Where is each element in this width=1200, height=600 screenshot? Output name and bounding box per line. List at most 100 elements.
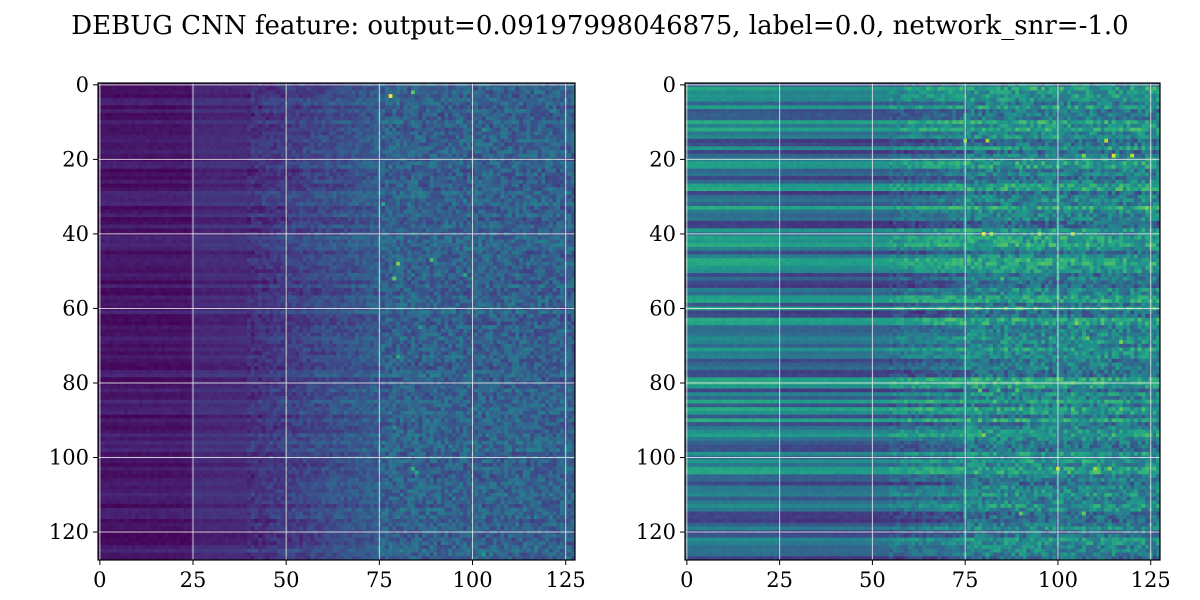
heatmap-cell: [161, 169, 165, 173]
heatmap-cell: [258, 117, 262, 121]
heatmap-cell: [255, 139, 259, 143]
heatmap-cell: [452, 143, 456, 147]
heatmap-cell: [411, 146, 415, 150]
heatmap-cell: [299, 161, 303, 165]
heatmap-cell: [538, 184, 542, 188]
heatmap-cell: [318, 131, 322, 135]
heatmap-cell: [482, 139, 486, 143]
heatmap-cell: [411, 113, 415, 117]
heatmap-cell: [255, 135, 259, 139]
heatmap-cell: [486, 94, 490, 98]
heatmap-cell: [225, 184, 229, 188]
heatmap-cell: [340, 124, 344, 128]
heatmap-cell: [348, 124, 352, 128]
heatmap-cell: [221, 169, 225, 173]
heatmap-cell: [310, 87, 314, 91]
heatmap-cell: [478, 120, 482, 124]
heatmap-cell: [482, 184, 486, 188]
heatmap-cell: [527, 172, 531, 176]
heatmap-cell: [266, 120, 270, 124]
heatmap-cell: [333, 176, 337, 180]
heatmap-cell: [281, 165, 285, 169]
heatmap-cell: [232, 161, 236, 165]
heatmap-cell: [549, 128, 553, 132]
heatmap-cell: [337, 105, 341, 109]
heatmap-cell: [199, 172, 203, 176]
heatmap-cell: [497, 124, 501, 128]
heatmap-cell: [325, 161, 329, 165]
heatmap-cell: [165, 139, 169, 143]
heatmap-cell: [370, 172, 374, 176]
heatmap-cell: [135, 117, 139, 121]
heatmap-cell: [158, 139, 162, 143]
heatmap-cell: [392, 98, 396, 102]
heatmap-cell: [418, 98, 422, 102]
heatmap-cell: [154, 113, 158, 117]
heatmap-cell: [530, 172, 534, 176]
heatmap-cell: [128, 135, 132, 139]
heatmap-cell: [240, 102, 244, 106]
heatmap-cell: [493, 161, 497, 165]
heatmap-cell: [135, 139, 139, 143]
heatmap-cell: [232, 87, 236, 91]
heatmap-cell: [169, 87, 173, 91]
heatmap-cell: [105, 169, 109, 173]
heatmap-cell: [344, 109, 348, 113]
heatmap-cell: [325, 146, 329, 150]
heatmap-cell: [269, 184, 273, 188]
heatmap-cell: [240, 172, 244, 176]
heatmap-cell: [180, 109, 184, 113]
heatmap-cell: [493, 146, 497, 150]
heatmap-cell: [139, 165, 143, 169]
heatmap-cell: [299, 117, 303, 121]
heatmap-cell: [489, 150, 493, 154]
heatmap-cell: [132, 109, 136, 113]
heatmap-cell: [478, 169, 482, 173]
heatmap-cell: [303, 184, 307, 188]
heatmap-cell: [214, 113, 218, 117]
heatmap-cell: [292, 169, 296, 173]
heatmap-cell: [474, 146, 478, 150]
heatmap-cell: [418, 94, 422, 98]
heatmap-cell: [396, 139, 400, 143]
heatmap-cell: [329, 143, 333, 147]
heatmap-cell: [527, 184, 531, 188]
heatmap-cell: [545, 165, 549, 169]
heatmap-cell: [318, 98, 322, 102]
heatmap-cell: [135, 150, 139, 154]
heatmap-cell: [389, 113, 393, 117]
heatmap-cell: [337, 165, 341, 169]
heatmap-cell: [180, 143, 184, 147]
heatmap-cell: [366, 184, 370, 188]
heatmap-cell: [128, 172, 132, 176]
heatmap-cell: [467, 90, 471, 94]
heatmap-cell: [262, 102, 266, 106]
heatmap-cell: [389, 98, 393, 102]
heatmap-cell: [314, 176, 318, 180]
heatmap-cell: [143, 87, 147, 91]
heatmap-cell: [173, 165, 177, 169]
heatmap-cell: [310, 124, 314, 128]
heatmap-cell: [105, 109, 109, 113]
heatmap-cell: [534, 105, 538, 109]
heatmap-cell: [541, 154, 545, 158]
heatmap-cell: [124, 135, 128, 139]
heatmap-cell: [139, 113, 143, 117]
heatmap-cell: [407, 143, 411, 147]
heatmap-cell: [508, 109, 512, 113]
heatmap-cell: [210, 139, 214, 143]
heatmap-cell: [493, 172, 497, 176]
heatmap-cell: [132, 135, 136, 139]
heatmap-cell: [452, 135, 456, 139]
heatmap-cell: [135, 154, 139, 158]
heatmap-cell: [456, 109, 460, 113]
heatmap-cell: [214, 94, 218, 98]
heatmap-cell: [322, 169, 326, 173]
heatmap-cell: [512, 102, 516, 106]
heatmap-cell: [236, 90, 240, 94]
heatmap-cell: [210, 172, 214, 176]
heatmap-cell: [281, 98, 285, 102]
heatmap-cell: [161, 98, 165, 102]
heatmap-cell: [381, 87, 385, 91]
heatmap-cell: [389, 187, 393, 191]
